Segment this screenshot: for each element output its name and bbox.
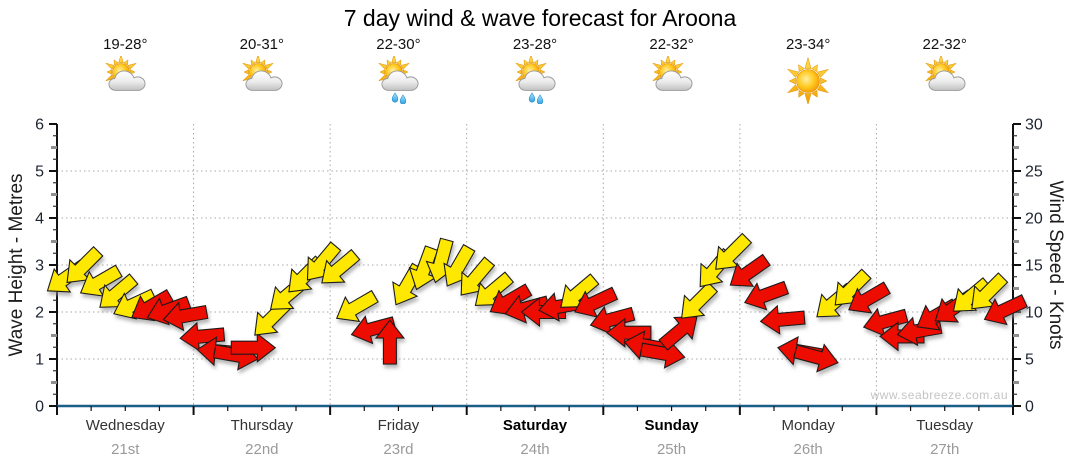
- svg-text:5: 5: [35, 164, 44, 181]
- temperature-range: 20-31°: [239, 36, 285, 53]
- day-forecast-monday: 23-34°: [748, 36, 868, 106]
- chart-title: 7 day wind & wave forecast for Aroona: [343, 5, 737, 31]
- date-label: 26th: [793, 441, 823, 458]
- partly-cloudy-icon: [612, 53, 732, 104]
- temperature-range: 23-28°: [512, 36, 558, 53]
- svg-text:10: 10: [1025, 305, 1043, 322]
- svg-text:0: 0: [35, 399, 44, 416]
- right-axis-title: Wind Speed - Knots: [1045, 180, 1066, 350]
- showers-icon: [338, 53, 458, 105]
- temperature-range: 23-34°: [785, 36, 831, 53]
- temperature-range: 19-28°: [103, 36, 148, 53]
- day-forecast-wednesday: 19-28°: [65, 36, 185, 104]
- day-forecast-tuesday: 22-32°: [885, 36, 1005, 104]
- svg-text:30: 30: [1025, 117, 1043, 134]
- day-label: Thursday: [230, 417, 294, 434]
- date-label: 23rd: [383, 441, 414, 458]
- svg-text:20: 20: [1025, 211, 1043, 228]
- day-forecast-thursday: 20-31°: [202, 36, 322, 104]
- svg-text:2: 2: [35, 305, 44, 322]
- svg-text:25: 25: [1025, 164, 1043, 181]
- svg-text:5: 5: [1025, 352, 1034, 369]
- date-label: 25th: [656, 441, 687, 458]
- temperature-range: 22-32°: [649, 36, 694, 53]
- day-label: Monday: [781, 417, 835, 434]
- svg-text:1: 1: [35, 352, 44, 369]
- watermark: www.seabreeze.com.au: [870, 388, 1008, 402]
- day-label: Wednesday: [85, 417, 165, 434]
- day-label: Tuesday: [916, 417, 974, 434]
- date-label: 22nd: [245, 441, 279, 458]
- date-label: 21st: [111, 441, 140, 458]
- svg-text:15: 15: [1025, 258, 1043, 275]
- date-label: 24th: [520, 441, 550, 458]
- svg-text:3: 3: [35, 258, 44, 275]
- day-forecast-saturday: 23-28°: [475, 36, 595, 105]
- day-forecast-friday: 22-30°: [338, 36, 458, 105]
- temperature-range: 22-32°: [922, 36, 967, 53]
- temperature-range: 22-30°: [376, 36, 421, 53]
- day-label: Friday: [377, 417, 420, 434]
- day-label: Sunday: [644, 417, 699, 434]
- day-forecast-sunday: 22-32°: [612, 36, 732, 104]
- svg-text:0: 0: [1025, 399, 1034, 416]
- sunny-icon: [748, 56, 868, 106]
- showers-icon: [475, 53, 595, 105]
- partly-cloudy-icon: [885, 53, 1005, 104]
- day-label: Saturday: [502, 417, 568, 434]
- svg-text:6: 6: [35, 117, 44, 134]
- partly-cloudy-icon: [202, 53, 322, 104]
- left-axis-title: Wave Height - Metres: [6, 173, 27, 357]
- partly-cloudy-icon: [65, 53, 185, 104]
- date-label: 27th: [930, 441, 960, 458]
- svg-text:4: 4: [35, 211, 44, 228]
